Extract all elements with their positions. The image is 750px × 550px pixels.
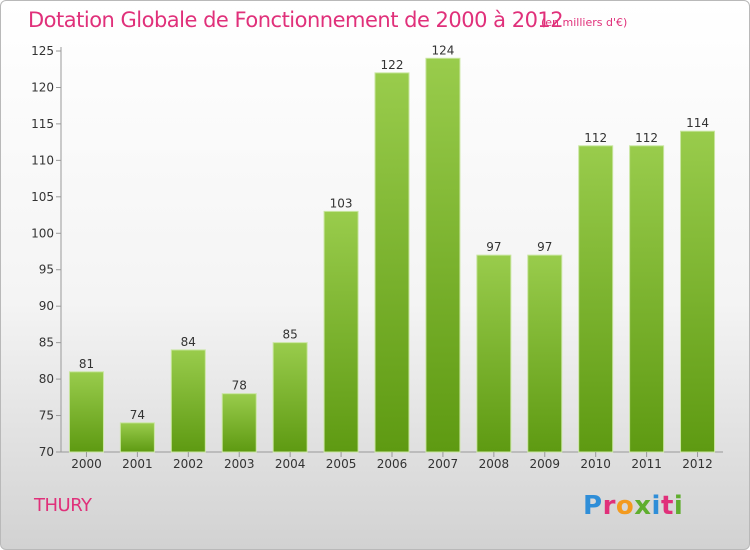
bar-2000 xyxy=(68,371,104,453)
logo-letter: P xyxy=(583,491,603,521)
x-tick-label-2011: 2011 xyxy=(631,457,662,471)
y-tick-label: 90 xyxy=(39,299,54,313)
bar-2009 xyxy=(527,254,563,453)
data-label-2012: 114 xyxy=(686,116,709,130)
x-tick-label-2002: 2002 xyxy=(173,457,204,471)
y-tick-label: 95 xyxy=(39,263,54,277)
bar-2007 xyxy=(425,57,461,453)
data-label-2010: 112 xyxy=(584,131,607,145)
logo-letter: o xyxy=(615,491,635,521)
logo-letter: t xyxy=(660,491,674,521)
data-label-2006: 122 xyxy=(381,58,404,72)
bar-2010 xyxy=(578,145,614,453)
data-label-2011: 112 xyxy=(635,131,658,145)
logo-letter: i xyxy=(673,491,684,521)
data-label-2004: 85 xyxy=(283,328,298,342)
x-tick-label-2001: 2001 xyxy=(122,457,153,471)
proxiti-logo: Proxiti xyxy=(583,491,693,523)
data-label-2009: 97 xyxy=(537,240,552,254)
x-tick-label-2005: 2005 xyxy=(326,457,357,471)
data-label-2008: 97 xyxy=(486,240,501,254)
y-tick-label: 105 xyxy=(31,190,54,204)
bar-2006 xyxy=(374,72,410,453)
x-tick-label-2010: 2010 xyxy=(580,457,611,471)
bar-2004 xyxy=(272,342,308,453)
y-tick-label: 110 xyxy=(31,153,54,167)
y-tick-label: 120 xyxy=(31,80,54,94)
data-label-2001: 74 xyxy=(130,408,145,422)
data-label-2005: 103 xyxy=(330,196,353,210)
x-tick-label-2007: 2007 xyxy=(428,457,459,471)
x-tick-label-2004: 2004 xyxy=(275,457,306,471)
logo-letter: i xyxy=(651,491,661,521)
data-label-2002: 84 xyxy=(181,335,196,349)
y-tick-label: 75 xyxy=(39,409,54,423)
bar-2008 xyxy=(476,254,512,453)
y-tick-label: 80 xyxy=(39,372,54,386)
x-tick-label-2009: 2009 xyxy=(529,457,560,471)
chart-unit-note: (en milliers d'€) xyxy=(541,16,628,29)
data-label-2000: 81 xyxy=(79,357,94,371)
y-tick-label: 115 xyxy=(31,117,54,131)
bar-2003 xyxy=(221,393,257,453)
y-tick-label: 100 xyxy=(31,226,54,240)
x-tick-label-2006: 2006 xyxy=(377,457,408,471)
x-tick-label-2000: 2000 xyxy=(71,457,102,471)
bar-2011 xyxy=(629,145,665,453)
place-name: THURY xyxy=(34,495,92,516)
x-tick-label-2003: 2003 xyxy=(224,457,255,471)
y-tick-label: 85 xyxy=(39,336,54,350)
bar-2012 xyxy=(680,130,716,453)
x-tick-label-2008: 2008 xyxy=(479,457,510,471)
bar-2005 xyxy=(323,210,359,453)
y-tick-label: 125 xyxy=(31,44,54,58)
bar-2002 xyxy=(170,349,206,453)
y-tick-label: 70 xyxy=(39,445,54,459)
data-label-2003: 78 xyxy=(232,379,247,393)
logo-letter: x xyxy=(634,491,652,521)
bar-2001 xyxy=(119,422,155,453)
chart-title: Dotation Globale de Fonctionnement de 20… xyxy=(28,8,564,32)
logo-letter: r xyxy=(602,491,616,521)
data-label-2007: 124 xyxy=(431,43,454,57)
x-tick-label-2012: 2012 xyxy=(682,457,713,471)
